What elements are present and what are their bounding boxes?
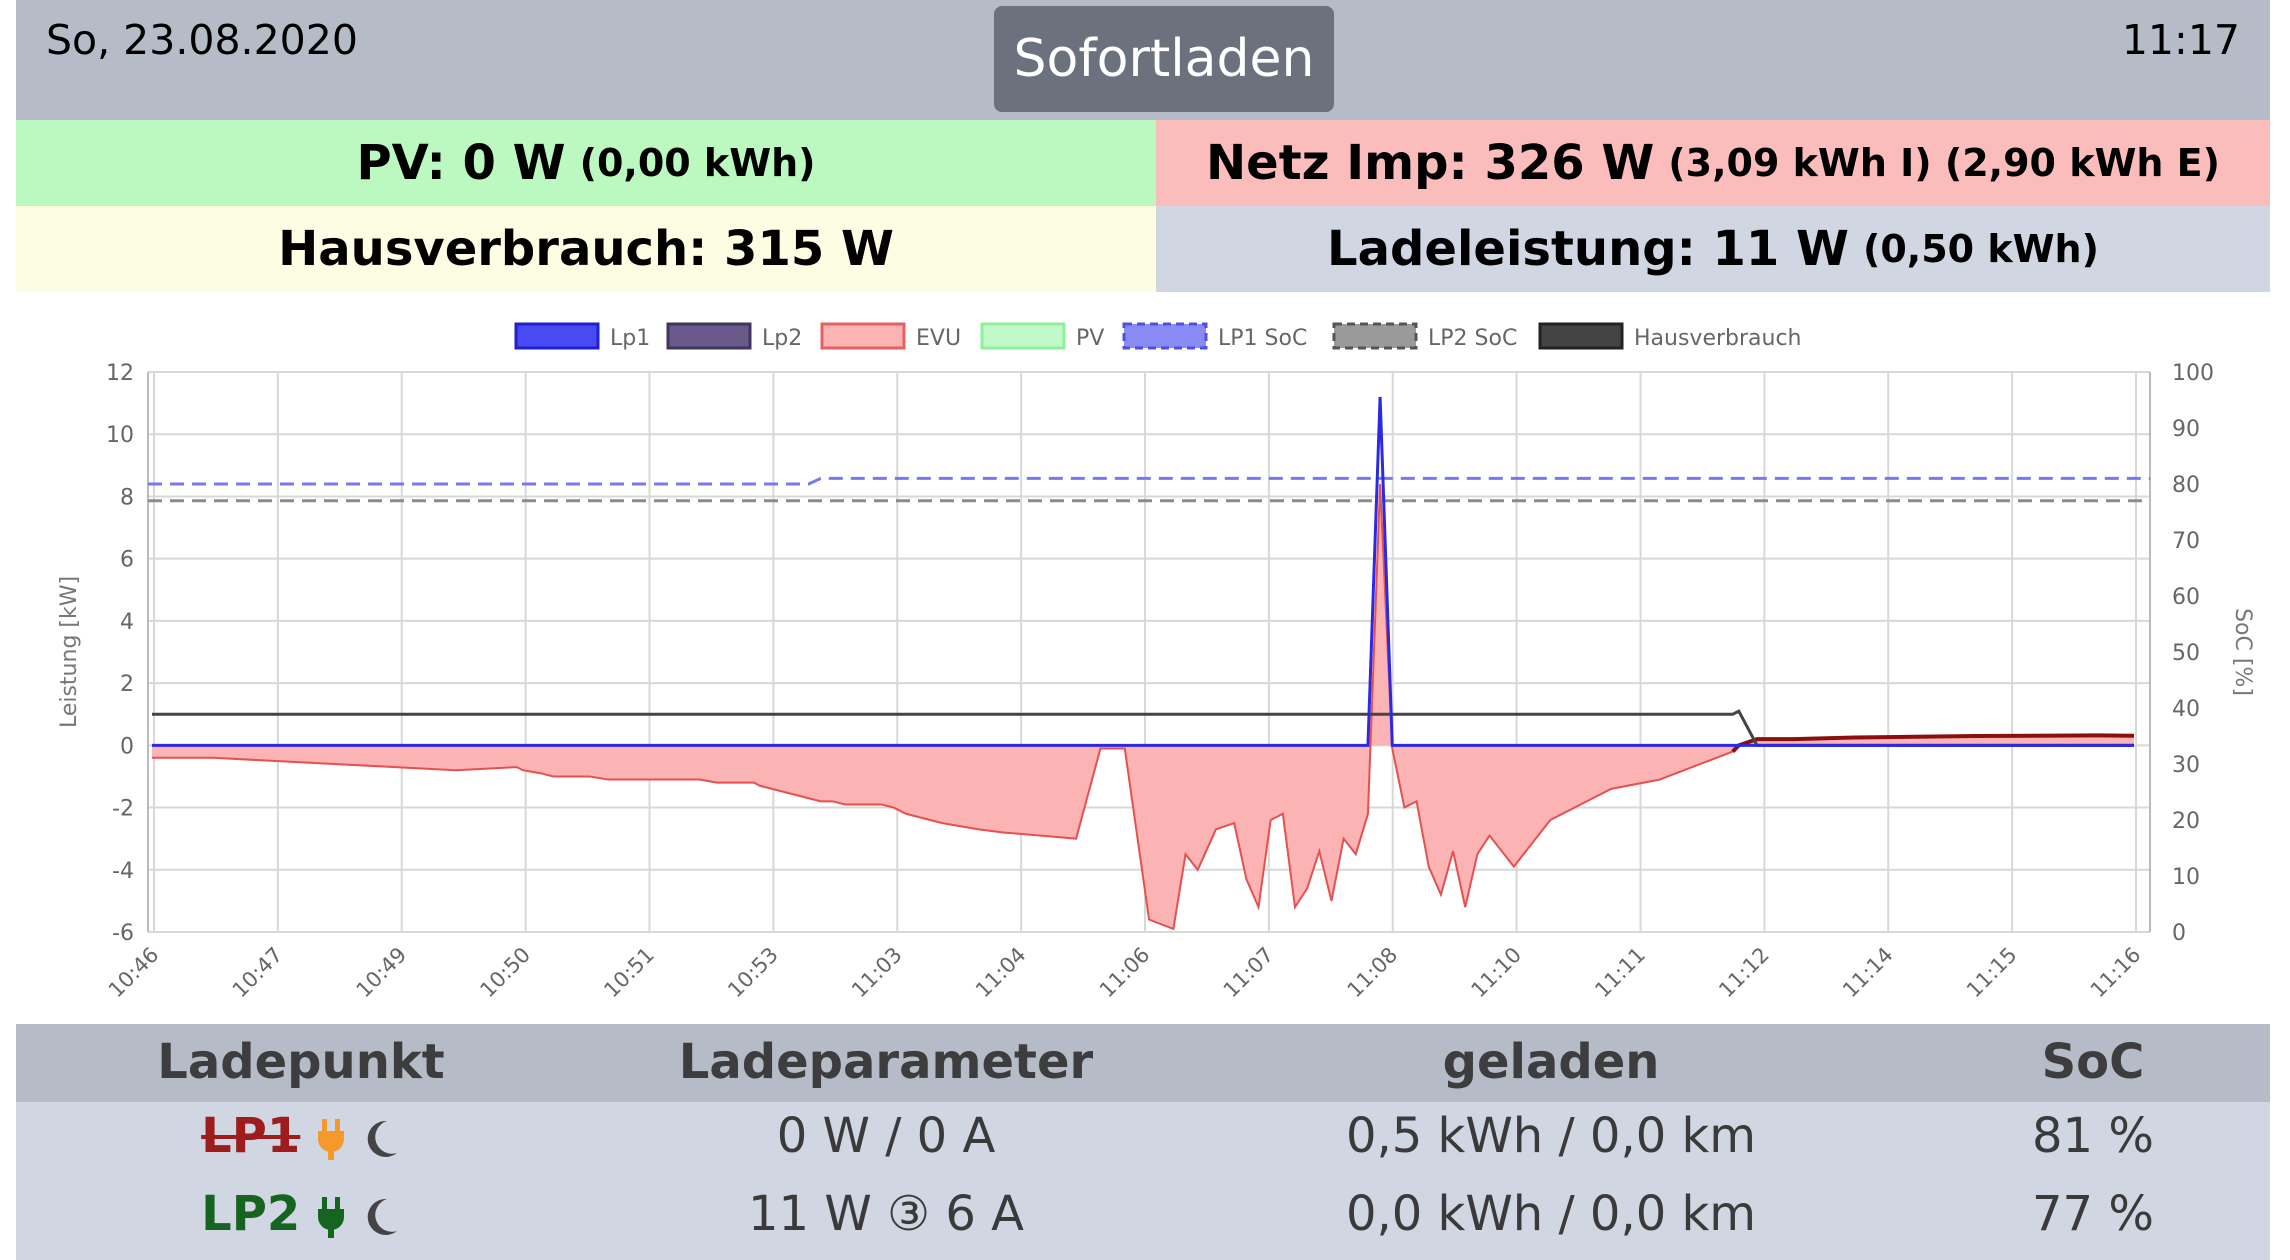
y-tick-label: -6 xyxy=(112,921,134,946)
grid-energy: (3,09 kWh I) (2,90 kWh E) xyxy=(1668,141,2221,185)
y2-tick-label: 90 xyxy=(2172,417,2200,442)
y-tick-label: 12 xyxy=(106,361,134,386)
x-tick-label: 11:07 xyxy=(1219,943,1279,1003)
legend-label: Lp2 xyxy=(762,326,802,351)
plug-icon xyxy=(317,1197,344,1238)
lp2-charged: 0,0 kWh / 0,0 km xyxy=(1345,1186,1757,1242)
table-body: LP1 0 W / 0 A 0,5 kWh / 0,0 km 81 % LP2 … xyxy=(16,1102,2270,1260)
x-tick-label: 10:47 xyxy=(228,943,288,1003)
legend-swatch xyxy=(1122,322,1208,350)
lp1-charged: 0,5 kWh / 0,0 km xyxy=(1345,1108,1757,1164)
y2-tick-label: 80 xyxy=(2172,473,2200,498)
y2-tick-label: 100 xyxy=(2172,361,2214,386)
legend-label: LP1 SoC xyxy=(1218,326,1307,351)
y2-tick-label: 40 xyxy=(2172,697,2200,722)
lp1-soc: 81 % xyxy=(2032,1108,2154,1164)
y2-tick-label: 20 xyxy=(2172,809,2200,834)
legend-label: Hausverbrauch xyxy=(1634,326,1802,351)
x-tick-label: 11:12 xyxy=(1714,943,1774,1003)
x-tick-label: 11:03 xyxy=(847,943,907,1003)
moon-icon xyxy=(367,1198,397,1235)
x-tick-label: 10:53 xyxy=(723,943,783,1003)
power-chart: 121086420-2-4-6100908070605040302010010:… xyxy=(57,322,2255,1003)
lp1-soc-line xyxy=(148,476,2150,486)
grid-summary: Netz Imp: 326 W (3,09 kWh I) (2,90 kWh E… xyxy=(1156,120,2270,206)
table-row-lp1[interactable]: LP1 xyxy=(16,1108,586,1164)
header-ladepunkt: Ladepunkt xyxy=(157,1034,445,1090)
grid-power: Netz Imp: 326 W xyxy=(1205,135,1655,191)
x-tick-label: 10:50 xyxy=(475,943,535,1003)
lp2-name[interactable]: LP2 xyxy=(201,1186,301,1242)
legend-swatch xyxy=(980,322,1066,350)
y-tick-label: -4 xyxy=(112,859,134,884)
charging-energy: (0,50 kWh) xyxy=(1862,227,2099,271)
legend-swatch xyxy=(514,322,600,350)
legend-label: Lp1 xyxy=(610,326,650,351)
pv-energy: (0,00 kWh) xyxy=(579,141,816,185)
y2-tick-label: 10 xyxy=(2172,865,2200,890)
lp1-name[interactable]: LP1 xyxy=(201,1108,301,1164)
x-tick-label: 11:06 xyxy=(1095,943,1155,1003)
legend-swatch xyxy=(1538,322,1624,350)
x-tick-label: 10:49 xyxy=(352,943,412,1003)
x-tick-label: 11:15 xyxy=(1962,943,2022,1003)
legend-swatch xyxy=(820,322,906,350)
y-tick-label: -2 xyxy=(112,797,134,822)
legend-label: EVU xyxy=(916,326,961,351)
y2-tick-label: 0 xyxy=(2172,921,2186,946)
y2-axis-label: SoC [%] xyxy=(2230,608,2255,696)
time-display: 11:17 xyxy=(2121,16,2240,64)
x-tick-label: 11:10 xyxy=(1466,943,1526,1003)
table-header: Ladepunkt Ladeparameter geladen SoC xyxy=(16,1024,2270,1102)
lp1-line xyxy=(152,396,2134,747)
moon-icon xyxy=(367,1120,397,1157)
evu-line xyxy=(152,483,2134,931)
y-axis-label: Leistung [kW] xyxy=(57,576,82,728)
lp1-parameter: 0 W / 0 A xyxy=(776,1108,996,1164)
legend-label: PV xyxy=(1076,326,1104,351)
charge-mode-button[interactable]: Sofortladen xyxy=(994,6,1334,112)
x-tick-label: 11:04 xyxy=(971,943,1031,1003)
charging-power-summary: Ladeleistung: 11 W (0,50 kWh) xyxy=(1156,206,2270,292)
y-tick-label: 0 xyxy=(120,734,134,759)
x-tick-label: 11:16 xyxy=(2086,943,2146,1003)
lp2-parameter: 11 W ③ 6 A xyxy=(748,1186,1024,1242)
legend-swatch xyxy=(666,322,752,350)
y2-tick-label: 60 xyxy=(2172,585,2200,610)
x-tick-label: 11:08 xyxy=(1343,943,1403,1003)
y2-tick-label: 70 xyxy=(2172,529,2200,554)
legend-label: LP2 SoC xyxy=(1428,326,1517,351)
plug-icon xyxy=(317,1119,344,1160)
y-tick-label: 6 xyxy=(120,548,134,573)
y-tick-label: 4 xyxy=(120,610,134,635)
y-tick-label: 2 xyxy=(120,672,134,697)
x-tick-label: 10:46 xyxy=(104,943,164,1003)
x-tick-label: 10:51 xyxy=(599,943,659,1003)
evu-area xyxy=(152,484,2134,929)
y-tick-label: 10 xyxy=(106,423,134,448)
pv-power: PV: 0 W xyxy=(356,135,566,191)
lp2-soc: 77 % xyxy=(2032,1186,2154,1242)
header-soc: SoC xyxy=(2041,1034,2145,1090)
y2-tick-label: 50 xyxy=(2172,641,2200,666)
x-tick-label: 11:14 xyxy=(1838,943,1898,1003)
x-tick-label: 11:11 xyxy=(1590,943,1650,1003)
house-consumption: Hausverbrauch: 315 W xyxy=(278,221,894,277)
house-consumption-summary: Hausverbrauch: 315 W xyxy=(16,206,1156,292)
hausverbrauch-line xyxy=(152,709,2134,747)
charge-point-table: Ladepunkt Ladeparameter geladen SoC LP1 … xyxy=(16,1024,2270,1260)
date-display: So, 23.08.2020 xyxy=(46,16,358,64)
legend-swatch xyxy=(1332,322,1418,350)
pv-summary: PV: 0 W (0,00 kWh) xyxy=(16,120,1156,206)
y2-tick-label: 30 xyxy=(2172,753,2200,778)
top-bar: So, 23.08.2020 Sofortladen 11:17 xyxy=(16,0,2270,120)
header-ladeparameter: Ladeparameter xyxy=(678,1034,1094,1090)
y-tick-label: 8 xyxy=(120,485,134,510)
charging-power: Ladeleistung: 11 W xyxy=(1327,221,1849,277)
header-geladen: geladen xyxy=(1442,1034,1660,1090)
table-row-lp2[interactable]: LP2 xyxy=(16,1186,586,1242)
